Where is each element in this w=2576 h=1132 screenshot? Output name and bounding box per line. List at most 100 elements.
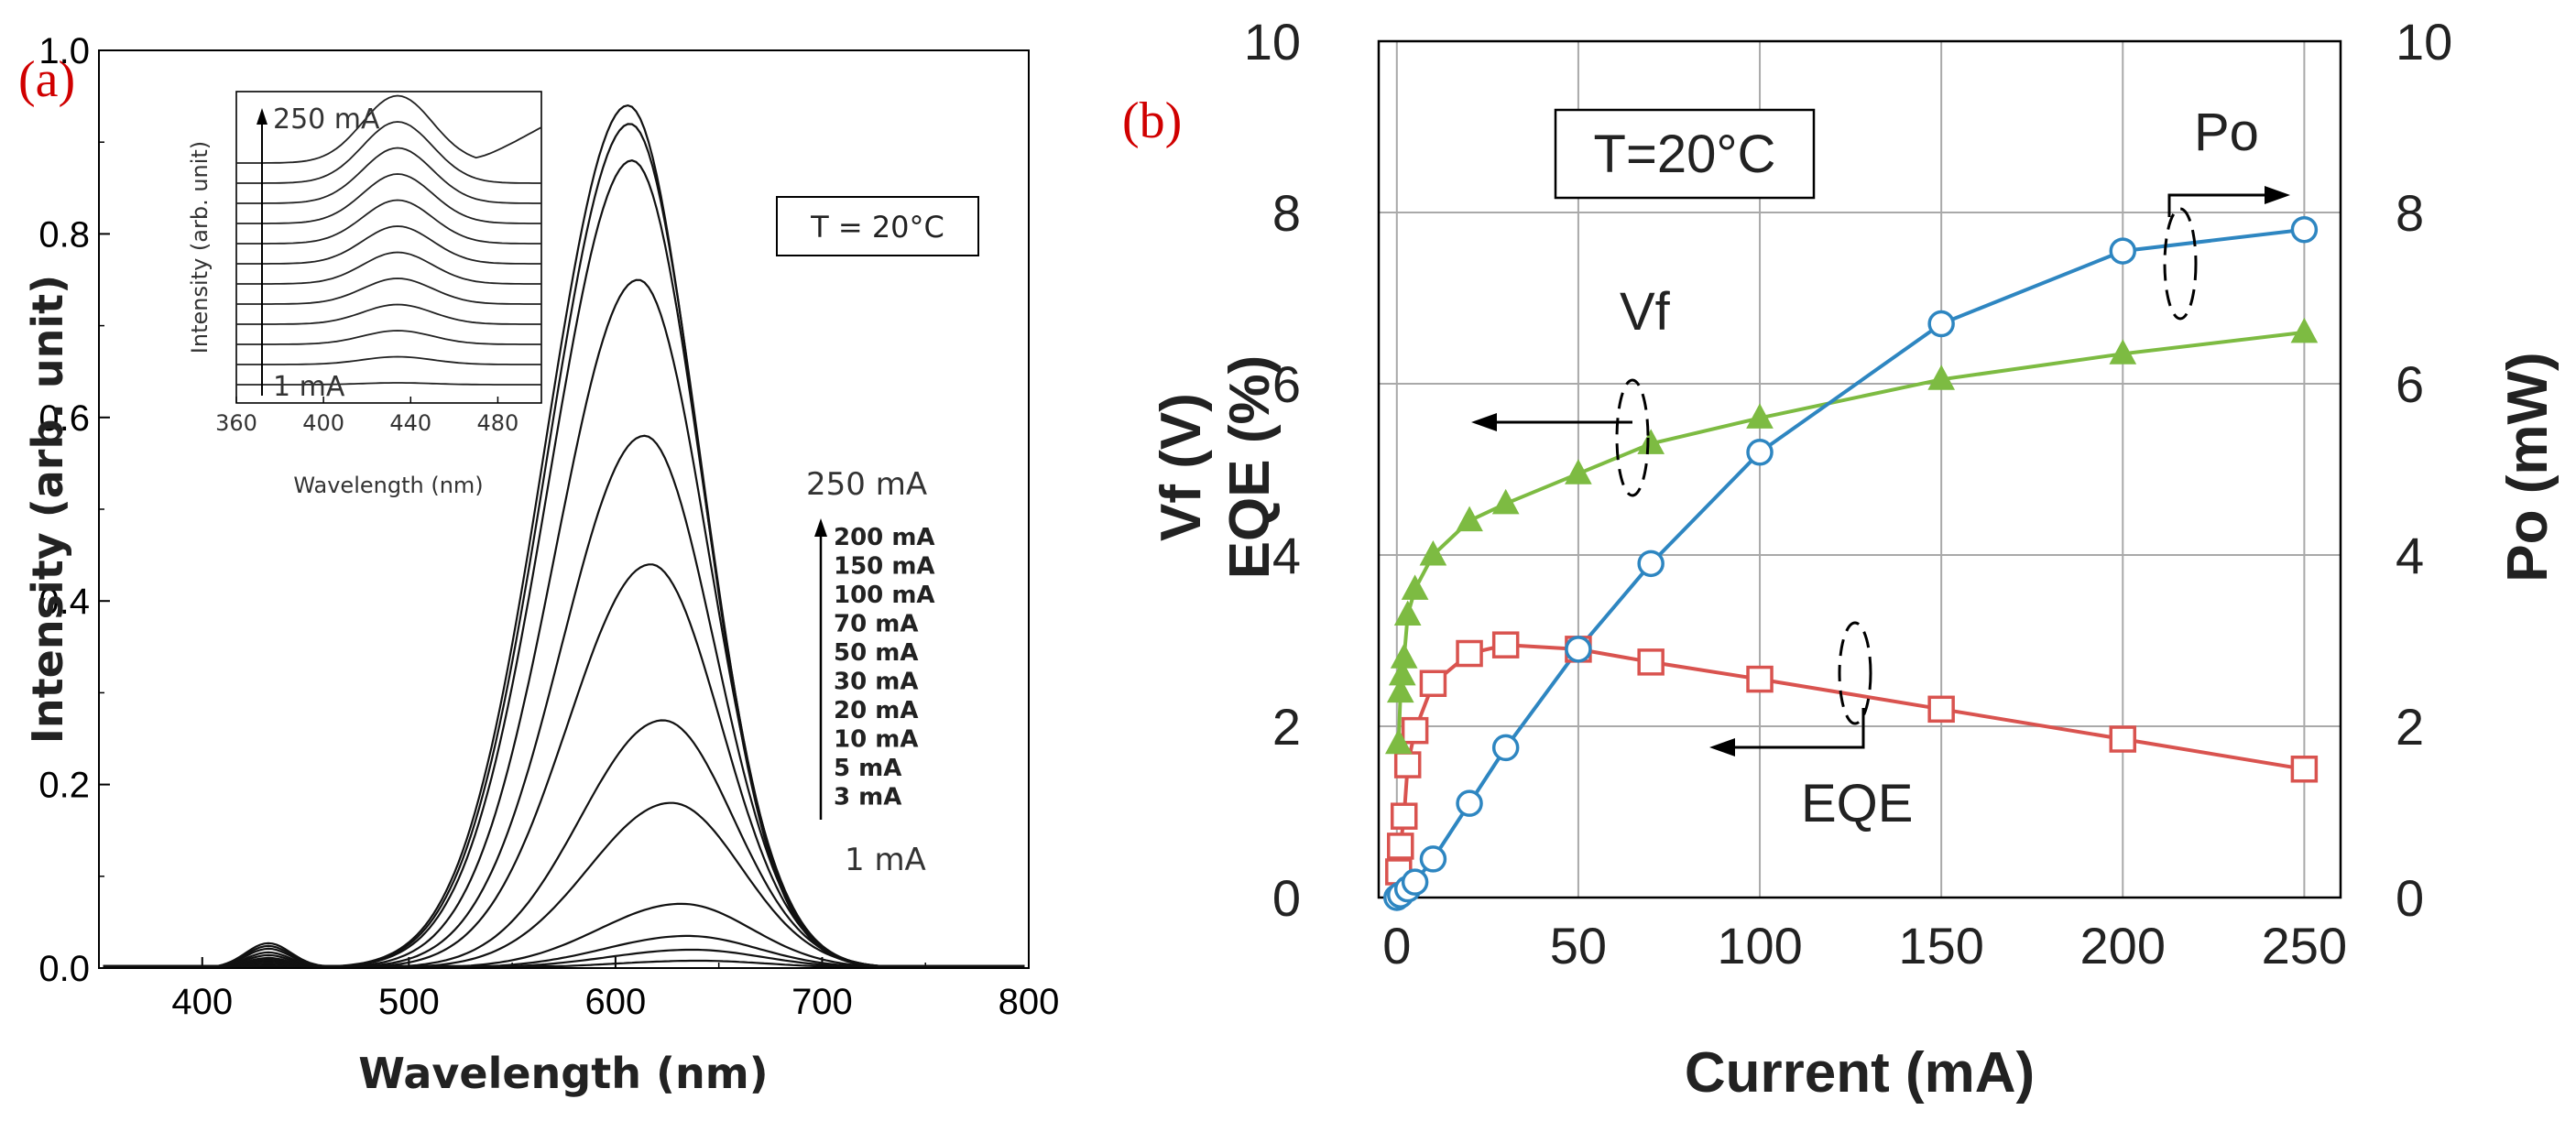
eqe-marker: [1927, 695, 1955, 724]
y-left-tick-label: 8: [1272, 184, 1301, 242]
x-tick-label: 500: [378, 982, 440, 1022]
y-right-tick-label: 6: [2396, 355, 2424, 413]
inset-curve-100mA: [236, 173, 541, 224]
legend-top-label: 250 mA: [806, 466, 927, 503]
eqe-line: [1396, 643, 2305, 873]
vf-ellipse: [1615, 378, 1650, 497]
legend-item: 200 mA: [834, 524, 935, 551]
panel-b-ylabel-vf: Vf (V): [1150, 393, 1213, 541]
eqe-marker: [1746, 665, 1774, 693]
legend-item: 3 mA: [834, 784, 901, 811]
panel-a-curves: [103, 103, 1025, 968]
panel-b-ticks: 0 50 100 150 200 250 0 0 2 2 4 4 6 6 8 8 10 10: [1244, 13, 2453, 974]
inset-frame: [235, 91, 542, 404]
eqe-marker: [1419, 669, 1447, 697]
vf-marker: [1491, 488, 1520, 515]
panel-b-series: [1383, 215, 2319, 911]
x-tick-label: 200: [2080, 917, 2166, 974]
x-tick-label: 600: [585, 982, 647, 1022]
inset-curve-30mA: [236, 251, 541, 285]
vf-arrow-head: [1471, 413, 1497, 431]
po-marker: [2109, 237, 2137, 265]
y-left-tick-label: 0: [1272, 869, 1301, 927]
x-tick-label: 800: [999, 982, 1060, 1022]
annotation-eqe: EQE: [1801, 774, 1914, 833]
panel-a-temp-label: T = 20°C: [810, 210, 944, 245]
inset-x-tick-label: 480: [477, 410, 519, 436]
po-marker: [1565, 636, 1592, 663]
y-tick-label: 0.2: [38, 766, 90, 806]
inset-top-label: 250 mA: [273, 103, 380, 136]
vf-marker: [1384, 728, 1413, 755]
eqe-marker: [1393, 751, 1422, 778]
vf-marker: [1456, 506, 1483, 532]
po-marker: [1456, 789, 1483, 817]
legend-item: 70 mA: [834, 611, 918, 638]
legend-item: 30 mA: [834, 669, 918, 696]
panel-a-ticks: 400 500 600 700 800 0.0 0.2 0.4 0.6 0.8 1.0: [38, 31, 1059, 1022]
x-tick-label: 700: [791, 982, 853, 1022]
inset-curve-150mA: [236, 147, 541, 204]
y-right-tick-label: 8: [2396, 184, 2424, 242]
x-tick-label: 150: [1898, 917, 1983, 974]
panel-b-grid: [1379, 40, 2341, 898]
x-tick-label: 0: [1382, 917, 1411, 974]
y-right-tick-label: 10: [2396, 13, 2452, 71]
po-marker: [1401, 868, 1429, 896]
eqe-marker: [1491, 631, 1520, 659]
x-tick-label: 100: [1717, 917, 1802, 974]
vf-marker: [1746, 403, 1774, 429]
panel-a: (a) 400 500 600 700 800 0.0 0.2 0.4 0.6 0.8 1.0 Wa…: [18, 31, 1059, 1098]
vf-marker: [2290, 317, 2319, 343]
inset-curve-1mA: [236, 382, 541, 386]
annotation-po: Po: [2194, 103, 2259, 162]
panel-b-label: (b): [1122, 93, 1182, 149]
panel-a-xlabel: Wavelength (nm): [358, 1049, 768, 1098]
y-tick-label: 1.0: [38, 31, 90, 71]
vf-marker: [1419, 539, 1447, 566]
inset-x-tick-label: 400: [302, 410, 344, 436]
vf-line: [1396, 330, 2305, 744]
legend-arrow-head: [814, 518, 827, 537]
panel-a-temp-box: [776, 196, 979, 256]
po-marker: [2290, 215, 2319, 244]
vf-marker: [1637, 429, 1665, 454]
x-tick-label: 250: [2262, 917, 2347, 974]
po-marker: [1419, 845, 1447, 873]
y-right-tick-label: 4: [2396, 527, 2424, 584]
inset-ylabel: Intensity (arb. unit): [187, 141, 213, 354]
vf-marker: [1390, 643, 1418, 669]
inset-curve-3mA: [236, 355, 541, 365]
legend-bottom-label: 1 mA: [845, 842, 926, 878]
x-tick-label: 400: [171, 982, 233, 1022]
y-tick-label: 0.8: [38, 214, 90, 255]
inset-ticks: 360 400 440 480: [215, 397, 518, 436]
eqe-marker: [2290, 756, 2319, 783]
y-left-tick-label: 2: [1272, 698, 1301, 756]
y-tick-label: 0.0: [38, 949, 90, 989]
vf-marker: [1401, 574, 1429, 600]
eqe-marker: [1390, 802, 1418, 830]
panel-b-temp-label: T=20°C: [1594, 125, 1776, 184]
y-left-tick-label: 6: [1272, 355, 1301, 413]
vf-marker: [1388, 659, 1416, 686]
panel-b-ylabel-right: Po (mW): [2496, 352, 2560, 582]
legend-item: 5 mA: [834, 755, 901, 782]
vf-marker: [1565, 459, 1592, 484]
eqe-arrow-head: [1709, 738, 1735, 756]
inset-curve-5mA: [236, 330, 541, 345]
vf-marker: [1927, 365, 1956, 390]
panel-b-ylabel-eqe: EQE (%): [1218, 355, 1282, 580]
po-arrow-head: [2265, 186, 2290, 204]
eqe-marker: [1401, 716, 1429, 745]
inset-curves: [236, 94, 542, 386]
panel-a-label: (a): [18, 51, 75, 108]
po-marker: [1637, 550, 1665, 578]
legend-item: 100 mA: [834, 582, 935, 609]
inset-x-tick-label: 440: [389, 410, 431, 436]
vf-marker: [1393, 600, 1422, 626]
inset-curve-70mA: [236, 199, 541, 245]
panel-a-ylabel: Intensity (arb. unit): [23, 275, 72, 744]
